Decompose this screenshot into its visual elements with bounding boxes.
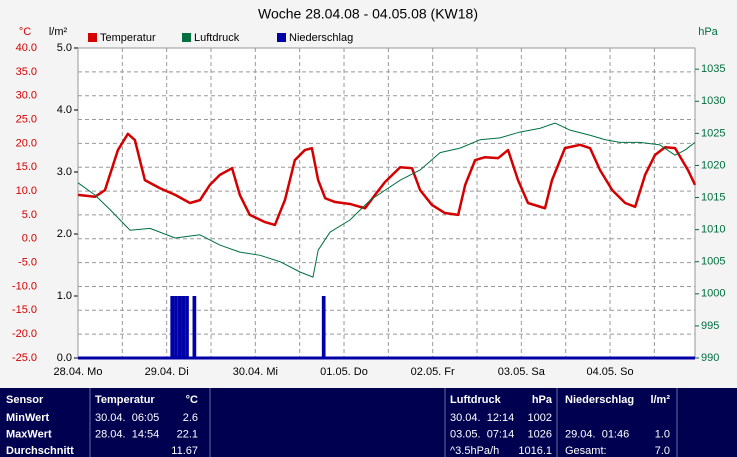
bar bbox=[185, 296, 189, 358]
bar bbox=[170, 296, 175, 358]
y-tick-label: 15.0 bbox=[16, 161, 37, 173]
series-line bbox=[77, 122, 696, 278]
y3-tick-label: 3.0 bbox=[57, 166, 72, 178]
table-cell: Gesamt: bbox=[565, 445, 607, 457]
bar bbox=[174, 296, 178, 358]
table-cell: MaxWert bbox=[6, 428, 52, 440]
y-tick-label: 20.0 bbox=[16, 137, 37, 149]
series-line bbox=[77, 132, 697, 227]
x-tick-label: 30.04. Mi bbox=[233, 366, 278, 378]
table-cell: 28.04. 14:54 bbox=[95, 428, 159, 440]
bar bbox=[321, 296, 326, 358]
legend-swatch bbox=[88, 33, 97, 42]
y-tick-label: 30.0 bbox=[16, 90, 37, 102]
bar bbox=[192, 296, 197, 358]
x-tick-label: 29.04. Di bbox=[145, 366, 189, 378]
y-tick-label: 0.0 bbox=[22, 233, 37, 245]
y3-tick-label: 0.0 bbox=[57, 352, 72, 364]
table-cell: 1002 bbox=[528, 412, 552, 424]
table-cell: 30.04. 06:05 bbox=[95, 412, 159, 424]
y2-tick-label: 1030 bbox=[701, 95, 725, 107]
y2-tick-label: 1025 bbox=[701, 127, 725, 139]
y-tick-label: 35.0 bbox=[16, 66, 37, 78]
table-cell: 1.0 bbox=[655, 428, 670, 440]
table-cell: 03.05. 07:14 bbox=[450, 428, 514, 440]
table-cell: 1026 bbox=[528, 428, 552, 440]
table-header: Sensor bbox=[6, 394, 44, 406]
table-header: Temperatur bbox=[95, 394, 155, 406]
bar bbox=[181, 296, 186, 358]
table-cell: 1016.1 bbox=[518, 445, 552, 457]
y-tick-label: 10.0 bbox=[16, 185, 37, 197]
y2-tick-label: 995 bbox=[701, 320, 719, 332]
table-cell: 2.6 bbox=[183, 412, 198, 424]
x-tick-label: 28.04. Mo bbox=[54, 366, 103, 378]
y2-tick-label: 1000 bbox=[701, 288, 725, 300]
legend-swatch bbox=[182, 33, 191, 42]
x-tick-label: 03.05. Sa bbox=[498, 366, 546, 378]
y-tick-label: 25.0 bbox=[16, 113, 37, 125]
y-tick-label: 5.0 bbox=[22, 209, 37, 221]
table-cell: 29.04. 01:46 bbox=[565, 428, 629, 440]
legend-label: Temperatur bbox=[100, 32, 156, 44]
y2-tick-label: 1020 bbox=[701, 159, 725, 171]
y3-tick-label: 5.0 bbox=[57, 42, 72, 54]
table-cell: ^3.5hPa/h bbox=[450, 445, 499, 457]
table-cell: Durchschnitt bbox=[6, 445, 74, 457]
table-cell: 7.0 bbox=[655, 445, 670, 457]
table-header: Niederschlag bbox=[565, 394, 634, 406]
y-tick-label: -15.0 bbox=[12, 304, 37, 316]
table-cell: 11.67 bbox=[171, 445, 198, 457]
table-background bbox=[0, 388, 737, 457]
y2-axis-label: hPa bbox=[698, 26, 718, 38]
y2-tick-label: 1035 bbox=[701, 63, 725, 75]
y-tick-label: -5.0 bbox=[18, 257, 37, 269]
table-header: °C bbox=[186, 394, 198, 406]
y-tick-label: -20.0 bbox=[12, 328, 37, 340]
legend-swatch bbox=[277, 33, 286, 42]
y-tick-label: -25.0 bbox=[12, 352, 37, 364]
table-cell: 30.04. 12:14 bbox=[450, 412, 514, 424]
y3-axis-label: l/m² bbox=[49, 26, 68, 38]
y-tick-label: 40.0 bbox=[16, 42, 37, 54]
x-tick-label: 02.05. Fr bbox=[411, 366, 455, 378]
bar bbox=[177, 296, 182, 358]
table-header: hPa bbox=[532, 394, 553, 406]
x-tick-label: 04.05. So bbox=[586, 366, 633, 378]
y-tick-label: -10.0 bbox=[12, 280, 37, 292]
y2-tick-label: 1010 bbox=[701, 224, 725, 236]
y-axis-label: °C bbox=[19, 26, 31, 38]
y3-tick-label: 2.0 bbox=[57, 228, 72, 240]
table-header: l/m² bbox=[650, 394, 670, 406]
table-cell: MinWert bbox=[6, 412, 50, 424]
table-cell: 22.1 bbox=[177, 428, 198, 440]
y3-tick-label: 4.0 bbox=[57, 104, 72, 116]
table-header: Luftdruck bbox=[450, 394, 502, 406]
y2-tick-label: 990 bbox=[701, 352, 719, 364]
legend-label: Niederschlag bbox=[289, 32, 353, 44]
chart-title: Woche 28.04.08 - 04.05.08 (KW18) bbox=[258, 6, 478, 22]
legend-label: Luftdruck bbox=[194, 32, 240, 44]
y2-tick-label: 1005 bbox=[701, 256, 725, 268]
x-tick-label: 01.05. Do bbox=[320, 366, 368, 378]
y2-tick-label: 1015 bbox=[701, 191, 725, 203]
y3-tick-label: 1.0 bbox=[57, 290, 72, 302]
